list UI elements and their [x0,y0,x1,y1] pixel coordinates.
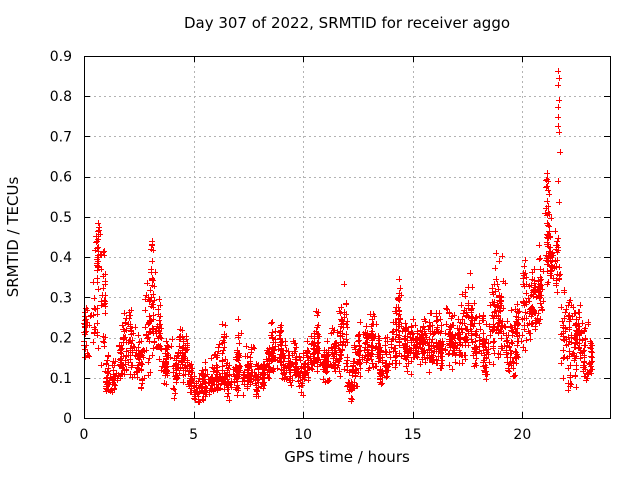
y-axis-label: SRMTID / TECUs [4,177,22,298]
x-tick-label: 5 [189,427,198,443]
y-tick-label: 0.1 [50,371,72,387]
x-tick-label: 10 [294,427,312,443]
plot-border [84,56,611,419]
y-tick-label: 0.7 [50,129,72,145]
y-tick-label: 0.6 [50,170,72,186]
y-tick-label: 0.9 [50,49,72,65]
chart-title: Day 307 of 2022, SRMTID for receiver agg… [183,14,511,32]
x-tick-label: 15 [404,427,422,443]
y-tick-label: 0.8 [50,89,72,105]
y-tick-label: 0 [63,411,72,427]
tick-labels: 0 0.1 0.2 0.3 0.4 0.5 0.6 0.7 0.8 0.9 0 5 10 15 20 [50,49,532,443]
x-tick-label: 20 [513,427,531,443]
y-tick-label: 0.3 [50,290,72,306]
y-tick-label: 0.4 [50,250,72,266]
x-tick-label: 0 [80,427,89,443]
y-tick-label: 0.5 [50,210,72,226]
x-axis-label: GPS time / hours [284,448,410,466]
y-tick-label: 0.2 [50,331,72,347]
scatter-points [81,68,595,405]
